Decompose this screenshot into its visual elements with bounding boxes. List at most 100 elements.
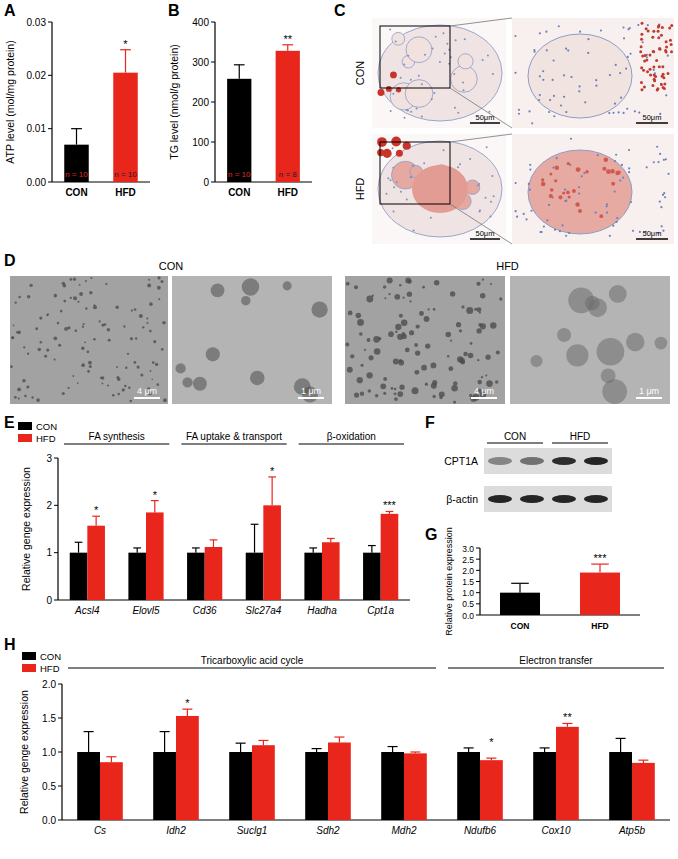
error-cap xyxy=(334,736,344,737)
organelle xyxy=(53,336,57,340)
error-cap xyxy=(309,547,317,548)
y-tick-label: 100 xyxy=(192,137,209,148)
bar xyxy=(632,763,655,820)
group-line xyxy=(487,443,543,444)
bar xyxy=(252,745,275,820)
nucleus xyxy=(539,75,541,77)
organelle xyxy=(433,308,436,311)
nucleus xyxy=(595,85,597,87)
organelle xyxy=(357,319,364,326)
organelle xyxy=(134,361,137,364)
nucleus xyxy=(659,153,661,155)
nucleus xyxy=(486,146,488,148)
organelle xyxy=(148,279,150,281)
lipid-droplet xyxy=(670,50,673,53)
nucleus xyxy=(543,226,545,228)
y-axis xyxy=(57,458,58,600)
organelle xyxy=(147,284,151,288)
organelle xyxy=(453,401,456,404)
nucleus xyxy=(606,211,608,213)
error-cap xyxy=(388,746,398,747)
organelle xyxy=(79,292,83,296)
error-cap xyxy=(327,538,335,539)
panel-b: B0100200300400TG level (nmol/g protein)n… xyxy=(168,2,312,198)
error-stem xyxy=(599,564,600,572)
organelle xyxy=(311,301,327,317)
organelle xyxy=(419,311,424,316)
organelle xyxy=(151,378,153,380)
organelle xyxy=(142,326,144,328)
organelle xyxy=(67,387,69,389)
follicle xyxy=(406,37,432,63)
lipid-droplet xyxy=(643,60,646,63)
y-tick-label: 200 xyxy=(192,97,209,108)
organelle xyxy=(139,314,143,318)
nucleus xyxy=(657,161,659,163)
nucleus xyxy=(623,37,625,39)
organelle xyxy=(99,320,101,322)
nucleus xyxy=(478,183,480,185)
nucleus xyxy=(464,38,466,40)
y-tick xyxy=(476,559,480,560)
error-bar xyxy=(84,732,94,752)
error-bar xyxy=(258,740,268,745)
organelle xyxy=(451,385,457,391)
error-cap xyxy=(160,731,170,732)
nucleus xyxy=(665,158,667,160)
organelle xyxy=(453,381,458,386)
organelle xyxy=(378,337,381,340)
y-tick-label: 1.0 xyxy=(462,588,474,598)
y-tick-label: 0.02 xyxy=(27,70,47,81)
x-tick-label: Idh2 xyxy=(166,825,186,836)
nucleus xyxy=(489,216,491,218)
lipid-droplet xyxy=(654,75,657,78)
lipid-droplet xyxy=(646,70,649,73)
error-bar xyxy=(106,757,116,762)
bar xyxy=(480,760,503,820)
nucleus xyxy=(626,108,628,110)
y-tick-label: 1.5 xyxy=(42,713,56,724)
lipid-droplet xyxy=(649,68,652,71)
error-stem xyxy=(519,583,520,592)
x-tick-label: HFD xyxy=(277,187,298,198)
nucleus xyxy=(622,112,624,114)
nucleus xyxy=(492,73,494,75)
nucleus xyxy=(628,149,630,151)
organelle xyxy=(128,387,130,389)
em-image xyxy=(172,276,332,404)
error-cap xyxy=(210,539,218,540)
organelle xyxy=(241,296,250,305)
nucleus xyxy=(639,231,641,233)
organelle xyxy=(149,330,152,333)
nucleus xyxy=(539,231,541,233)
bar xyxy=(227,79,251,182)
nucleus xyxy=(542,79,544,81)
nucleus xyxy=(392,93,394,95)
band xyxy=(488,495,512,503)
organelle xyxy=(158,298,160,300)
nucleus xyxy=(638,112,640,114)
organelle xyxy=(456,322,461,327)
panel-label: B xyxy=(168,2,180,19)
organelle xyxy=(72,375,74,377)
nucleus xyxy=(430,217,432,219)
error-stem xyxy=(96,516,97,525)
y-tick xyxy=(476,615,480,616)
follicle xyxy=(458,54,473,69)
x-tick-label: Atp5b xyxy=(618,825,646,836)
significance: ** xyxy=(283,33,292,45)
nucleus xyxy=(663,192,665,194)
organelle xyxy=(108,339,111,342)
organelle xyxy=(88,361,92,365)
x-tick-label: Ndufb6 xyxy=(464,825,497,836)
panel-label: H xyxy=(4,636,16,653)
y-tick xyxy=(54,552,58,553)
organelle xyxy=(283,281,292,290)
nucleus xyxy=(632,230,634,232)
organelle xyxy=(73,278,76,281)
bar xyxy=(322,542,340,600)
nucleus xyxy=(421,115,423,117)
error-bar xyxy=(540,748,550,752)
error-cap xyxy=(75,542,83,543)
organelle xyxy=(130,337,133,340)
